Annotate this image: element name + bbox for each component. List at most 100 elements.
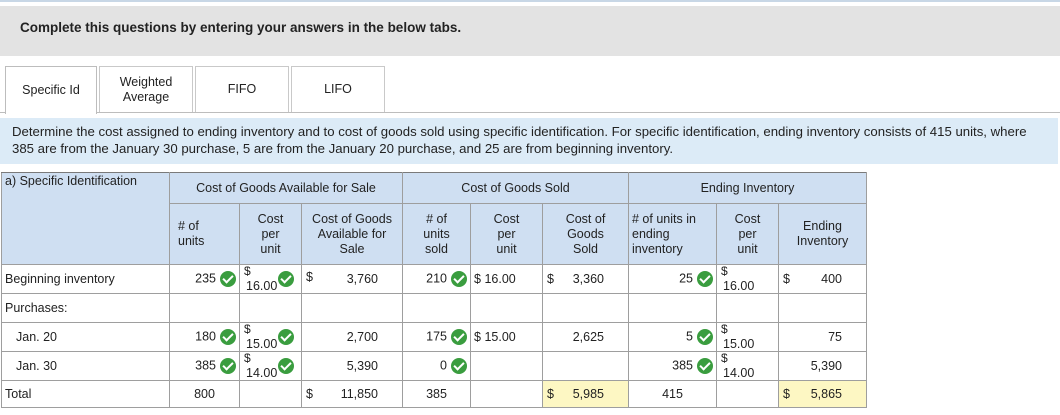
cell-value: 180 [195,329,216,344]
group-header-ending: Ending Inventory [628,172,867,204]
table-row-beginning-inventory: Beginning inventory 235 $16.00 $3,760 21… [1,264,867,294]
empty-cell [628,293,717,323]
total-cost-available-cell: $11,850 [301,380,403,408]
money-wrapper: $16.00 [243,265,298,293]
cell-value: 2,625 [572,330,604,344]
col-header-cost-of-goods-sold: Cost of Goods Sold [542,203,629,265]
units-input[interactable]: 385 [169,351,240,381]
cost-available-cell: $3,760 [301,264,403,294]
cell-value: 385 [672,358,693,373]
units-sold-input[interactable]: 0 [402,351,471,381]
cost-available-cell: 2,700 [301,322,403,352]
cell-value: 14.00 [723,366,755,380]
cell-value: 15.00 [484,330,516,344]
cell-value: 75 [828,330,842,344]
ending-inventory-cell: 75 [778,322,867,352]
col-header-text: Cost per unit [257,211,284,256]
table-corner-label: a) Specific Identification [1,172,170,265]
col-header-text: # of units sold [423,211,450,256]
tab-specific-id[interactable]: Specific Id [5,66,97,114]
question-instructions: Determine the cost assigned to ending in… [0,118,1058,164]
cost-of-goods-sold-cell [542,351,629,381]
cogs-cost-per-unit-cell: $ 16.00 [470,264,543,294]
col-header-units: # of units [169,203,240,265]
tab-lifo[interactable]: LIFO [291,66,385,112]
check-circle-icon [278,358,294,374]
cell-value: 400 [821,272,842,286]
money-wrapper: $14.00 [720,352,775,380]
cell-value: 175 [426,329,447,344]
empty-cell [470,380,543,408]
units-input[interactable]: 235 [169,264,240,294]
cell-value: 5 [686,329,693,344]
page-title: Complete this questions by entering your… [20,20,462,35]
cost-per-unit-input[interactable]: $16.00 [239,264,302,294]
check-circle-icon [220,271,236,287]
tab-divider [0,112,1060,113]
col-header-text: # of units [178,219,205,248]
total-ending-inventory-cell: $5,865 [778,380,867,408]
cost-of-goods-sold-cell: $3,360 [542,264,629,294]
table-row-jan-30: Jan. 30 385 $14.00 5,390 0 385 $14.00 5,… [1,351,867,381]
instruction-header: Complete this questions by entering your… [0,6,1060,56]
col-header-cogs-cost-per-unit: Cost per unit [470,203,543,265]
cell-value: 16.00 [246,279,278,293]
currency-symbol: $ [244,351,251,365]
units-input[interactable]: 180 [169,322,240,352]
empty-cell [716,293,779,323]
table-row-jan-20: Jan. 20 180 $15.00 2,700 175 $ 15.00 2,6… [1,322,867,352]
row-label: Jan. 30 [1,351,170,381]
tab-label: FIFO [227,82,257,96]
units-ending-input[interactable]: 25 [628,264,717,294]
currency-symbol: $ [244,322,251,336]
check-circle-icon [451,358,467,374]
cell-value: 0 [440,358,447,373]
currency-symbol: $ [244,264,251,278]
group-header-cogs: Cost of Goods Sold [402,172,629,204]
cell-value: 385 [195,358,216,373]
cell-value: 5,985 [572,387,604,401]
cost-per-unit-input[interactable]: $15.00 [239,322,302,352]
cell-value: 2,700 [346,330,378,344]
col-header-cost-available: Cost of Goods Available for Sale [301,203,403,265]
ending-inventory-cell: $400 [778,264,867,294]
total-units-sold-cell: 385 [402,380,471,408]
check-circle-icon [278,329,294,345]
cost-per-unit-input[interactable]: $14.00 [239,351,302,381]
total-cost-of-goods-sold-cell: $5,985 [542,380,629,408]
check-circle-icon [697,329,713,345]
empty-cell [402,293,471,323]
cell-value: 235 [195,271,216,286]
total-units-cell: 800 [169,380,240,408]
empty-cell [470,293,543,323]
cell-value: 5,865 [810,387,842,401]
currency-symbol: $ [474,272,481,286]
money-wrapper: $15.00 [720,323,775,351]
empty-cell [239,380,302,408]
currency-symbol: $ [783,387,790,401]
units-sold-input[interactable]: 210 [402,264,471,294]
tab-weighted-average[interactable]: Weighted Average [99,66,193,112]
units-ending-input[interactable]: 5 [628,322,717,352]
cell-value: 14.00 [246,366,278,380]
tab-fifo[interactable]: FIFO [195,66,289,112]
empty-cell [542,293,629,323]
cost-available-cell: 5,390 [301,351,403,381]
row-label: Purchases: [1,293,170,323]
units-sold-input[interactable]: 175 [402,322,471,352]
cell-value: 16.00 [484,272,516,286]
units-ending-input[interactable]: 385 [628,351,717,381]
check-circle-icon [697,358,713,374]
col-header-ending-cost-per-unit: Cost per unit [716,203,779,265]
cell-value: 5,390 [810,359,842,373]
check-circle-icon [278,271,294,287]
check-circle-icon [451,271,467,287]
check-circle-icon [220,329,236,345]
cogs-cost-per-unit-cell: $ 15.00 [470,322,543,352]
currency-symbol: $ [721,351,728,365]
currency-symbol: $ [474,330,481,344]
currency-symbol: $ [306,387,313,401]
col-header-units-sold: # of units sold [402,203,471,265]
tab-label: Weighted Average [119,74,173,104]
currency-symbol: $ [783,272,790,286]
